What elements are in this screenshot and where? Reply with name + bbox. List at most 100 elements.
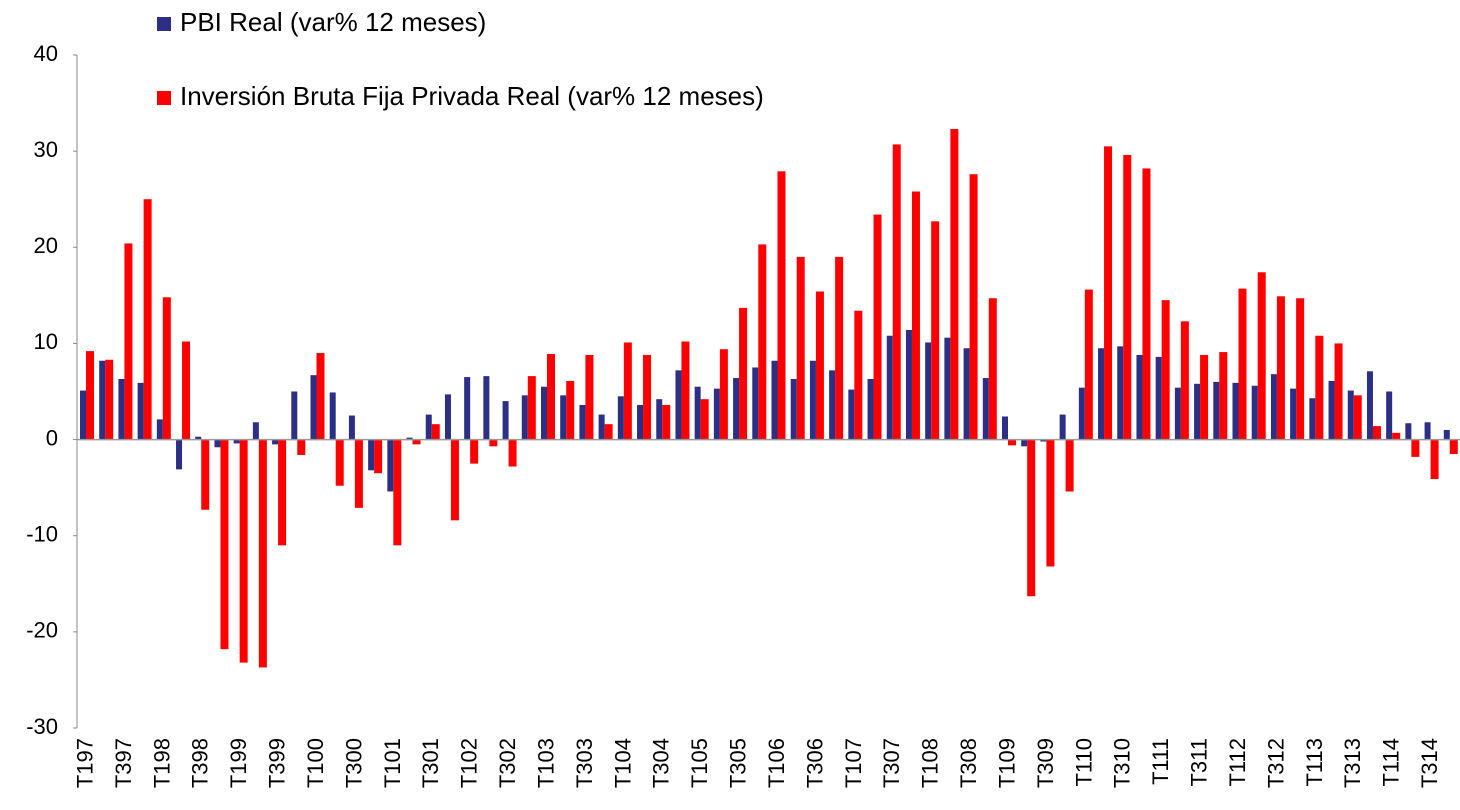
bar xyxy=(105,359,114,440)
bar xyxy=(656,399,663,440)
bar xyxy=(162,297,171,440)
bar xyxy=(201,439,210,510)
bar xyxy=(464,377,471,440)
legend-label: Inversión Bruta Fija Privada Real (var% … xyxy=(180,81,764,111)
bar xyxy=(1136,354,1143,440)
x-tick-label: T300 xyxy=(341,738,366,788)
y-tick-label: -20 xyxy=(26,618,58,643)
bar xyxy=(1098,348,1105,440)
bar xyxy=(1238,288,1247,440)
bar xyxy=(1257,272,1266,440)
x-tick-label: T107 xyxy=(841,738,866,788)
bar xyxy=(579,404,586,440)
x-tick-label: T314 xyxy=(1417,738,1442,788)
bar xyxy=(681,341,690,440)
legend-swatch xyxy=(157,17,171,31)
bar xyxy=(297,439,306,455)
legend-label: PBI Real (var% 12 meses) xyxy=(180,7,486,37)
bar xyxy=(1213,381,1220,440)
bar xyxy=(1309,398,1316,440)
bar xyxy=(1008,439,1016,446)
bar xyxy=(1347,390,1354,440)
x-tick-label: T106 xyxy=(764,738,789,788)
bar xyxy=(854,310,863,440)
x-tick-label: T306 xyxy=(802,738,827,788)
legend-swatch xyxy=(157,91,171,105)
bar xyxy=(829,370,836,440)
bar xyxy=(143,199,152,440)
bar xyxy=(1021,439,1028,447)
bar xyxy=(1078,387,1085,440)
x-tick-label: T305 xyxy=(726,738,751,788)
bar xyxy=(310,375,317,440)
bar xyxy=(387,439,394,492)
x-tick-label: T110 xyxy=(1071,738,1096,787)
bar xyxy=(1232,382,1239,440)
bar xyxy=(796,256,805,440)
bar xyxy=(694,386,701,440)
bar xyxy=(374,439,383,474)
x-tick-label: T397 xyxy=(111,738,136,788)
bar xyxy=(905,329,912,440)
x-tick-label: T309 xyxy=(1033,738,1058,788)
bar xyxy=(182,341,191,440)
x-tick-label: T307 xyxy=(879,738,904,788)
bar xyxy=(444,394,451,440)
bar xyxy=(368,439,375,471)
y-tick-label: -10 xyxy=(26,522,58,547)
bar xyxy=(1104,146,1113,440)
bar xyxy=(771,360,778,440)
bar xyxy=(809,360,816,440)
bar xyxy=(547,354,555,440)
bar xyxy=(643,354,652,440)
bar xyxy=(521,395,528,440)
bar xyxy=(733,378,740,440)
bar xyxy=(1161,300,1170,440)
bar xyxy=(124,243,133,440)
bar xyxy=(137,382,144,440)
bar xyxy=(585,354,594,440)
bar xyxy=(1290,388,1297,440)
bar xyxy=(316,353,325,440)
x-tick-label: T100 xyxy=(303,738,328,788)
bar xyxy=(982,378,989,440)
bar xyxy=(470,439,479,464)
bar xyxy=(790,379,797,440)
bar xyxy=(1353,395,1362,440)
x-tick-label: T103 xyxy=(533,738,558,788)
x-tick-label: T198 xyxy=(149,738,174,788)
bar xyxy=(541,386,547,440)
bar xyxy=(393,439,402,546)
y-tick-label: 10 xyxy=(34,329,58,354)
x-tick-label: T197 xyxy=(72,738,97,788)
bar xyxy=(258,439,267,668)
bar xyxy=(758,244,767,440)
bar xyxy=(252,422,259,440)
x-tick-label: T304 xyxy=(649,738,674,788)
bar xyxy=(1372,426,1381,440)
bar xyxy=(1180,321,1189,440)
y-tick-label: 0 xyxy=(46,425,58,450)
bar xyxy=(604,424,613,440)
bar xyxy=(1046,439,1055,567)
bar xyxy=(944,337,951,440)
bar xyxy=(291,391,298,440)
y-tick-label: 20 xyxy=(34,233,58,258)
bar xyxy=(450,439,459,521)
x-tick-label: T199 xyxy=(226,738,251,788)
x-tick-label: T301 xyxy=(418,738,443,788)
x-tick-label: T101 xyxy=(380,738,405,788)
bar xyxy=(489,439,498,447)
x-tick-label: T112 xyxy=(1225,738,1250,787)
bar xyxy=(1424,422,1431,440)
y-tick-label: -30 xyxy=(26,714,58,739)
bar xyxy=(867,379,874,440)
x-tick-label: T109 xyxy=(994,738,1019,788)
bar xyxy=(1123,154,1132,440)
bar xyxy=(950,129,959,440)
bar xyxy=(1443,429,1450,440)
bar xyxy=(195,436,202,440)
bar xyxy=(637,404,644,440)
bar xyxy=(752,367,759,440)
bar xyxy=(1251,385,1258,440)
